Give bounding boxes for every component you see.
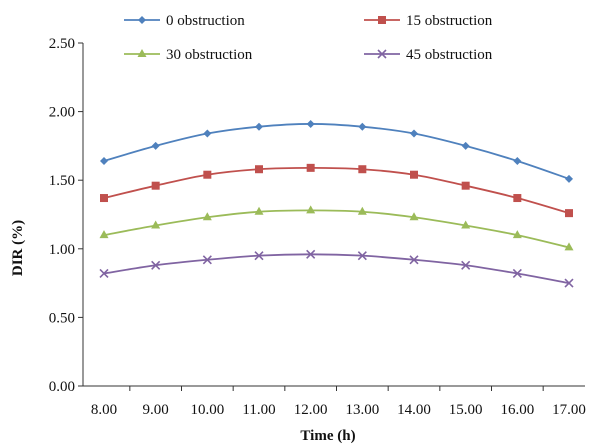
- data-point: [151, 181, 160, 190]
- data-point: [513, 156, 522, 165]
- x-tick-label: 10.00: [190, 402, 224, 418]
- legend-marker: [137, 49, 147, 57]
- data-point: [151, 220, 161, 229]
- series-line: [103, 253, 570, 284]
- y-tick-label: 2.00: [49, 105, 75, 121]
- data-point: [357, 251, 367, 261]
- series-layer: [99, 119, 574, 288]
- data-point: [306, 119, 315, 128]
- x-tick-label: 16.00: [500, 402, 534, 418]
- data-point: [410, 170, 418, 179]
- data-point: [564, 278, 574, 288]
- y-tick-label: 0.00: [49, 379, 75, 395]
- data-point: [100, 156, 108, 165]
- data-point: [357, 206, 367, 215]
- data-point: [306, 249, 316, 259]
- data-point: [565, 174, 573, 183]
- legend-label: 45 obstruction: [406, 47, 493, 63]
- legend-marker: [378, 16, 386, 24]
- data-point: [306, 205, 316, 214]
- data-point: [202, 212, 212, 221]
- data-point: [565, 209, 573, 218]
- series-2: [99, 205, 574, 251]
- data-point: [512, 268, 522, 279]
- data-point: [254, 251, 264, 261]
- data-point: [358, 165, 367, 174]
- y-tick-label: 1.50: [49, 173, 75, 189]
- y-axis: 0.00 0.50 1.00 1.50 2.00 2.50: [49, 36, 84, 395]
- series-0: [100, 119, 573, 183]
- data-point: [461, 141, 470, 150]
- series-1: [100, 163, 573, 218]
- data-point: [358, 122, 367, 131]
- y-axis-title: DIR (%): [10, 220, 26, 276]
- data-point: [203, 170, 212, 179]
- y-tick-label: 1.00: [49, 242, 75, 258]
- data-point: [203, 129, 212, 138]
- data-point: [100, 194, 108, 203]
- series-line: [103, 209, 570, 249]
- x-tick-label: 12.00: [294, 402, 328, 418]
- series-line: [103, 123, 570, 180]
- data-point: [461, 181, 470, 190]
- data-point: [99, 268, 109, 279]
- x-tick-label: 15.00: [449, 402, 483, 418]
- series-line: [103, 166, 570, 214]
- legend: 0 obstruction 15 obstruction 30 obstructio…: [124, 13, 493, 63]
- data-point: [513, 194, 522, 203]
- data-point: [410, 129, 418, 138]
- legend-label: 15 obstruction: [406, 13, 493, 29]
- x-axis-title: Time (h): [300, 428, 355, 444]
- legend-item: 30 obstruction: [124, 47, 253, 63]
- data-point: [202, 255, 212, 265]
- y-tick-label: 2.50: [49, 36, 75, 52]
- legend-label: 0 obstruction: [166, 13, 245, 29]
- legend-label: 30 obstruction: [166, 47, 253, 63]
- legend-item: 15 obstruction: [364, 13, 493, 29]
- x-tick-label: 9.00: [143, 402, 169, 418]
- x-tick-label: 13.00: [345, 402, 379, 418]
- legend-item: 0 obstruction: [124, 13, 245, 29]
- x-tick-label: 17.00: [552, 402, 586, 418]
- x-tick-label: 14.00: [397, 402, 431, 418]
- legend-item: 45 obstruction: [364, 47, 493, 63]
- legend-marker: [138, 16, 146, 24]
- data-point: [409, 255, 419, 265]
- data-point: [461, 260, 471, 270]
- data-point: [306, 163, 315, 172]
- data-point: [564, 242, 574, 251]
- data-point: [151, 141, 160, 150]
- data-point: [151, 260, 161, 270]
- series-3: [99, 249, 574, 288]
- x-tick-label: 8.00: [91, 402, 117, 418]
- data-point: [99, 230, 109, 239]
- data-point: [255, 165, 263, 174]
- x-tick-label: 11.00: [242, 402, 275, 418]
- data-point: [254, 206, 264, 215]
- legend-marker: [377, 49, 387, 59]
- data-point: [255, 122, 263, 131]
- data-point: [409, 212, 419, 221]
- x-axis: 8.00 9.00 10.00 11.00 12.00 13.00 14.00 15.00 16…: [83, 385, 586, 418]
- data-point: [461, 220, 471, 229]
- y-tick-label: 0.50: [49, 310, 75, 326]
- data-point: [512, 230, 522, 239]
